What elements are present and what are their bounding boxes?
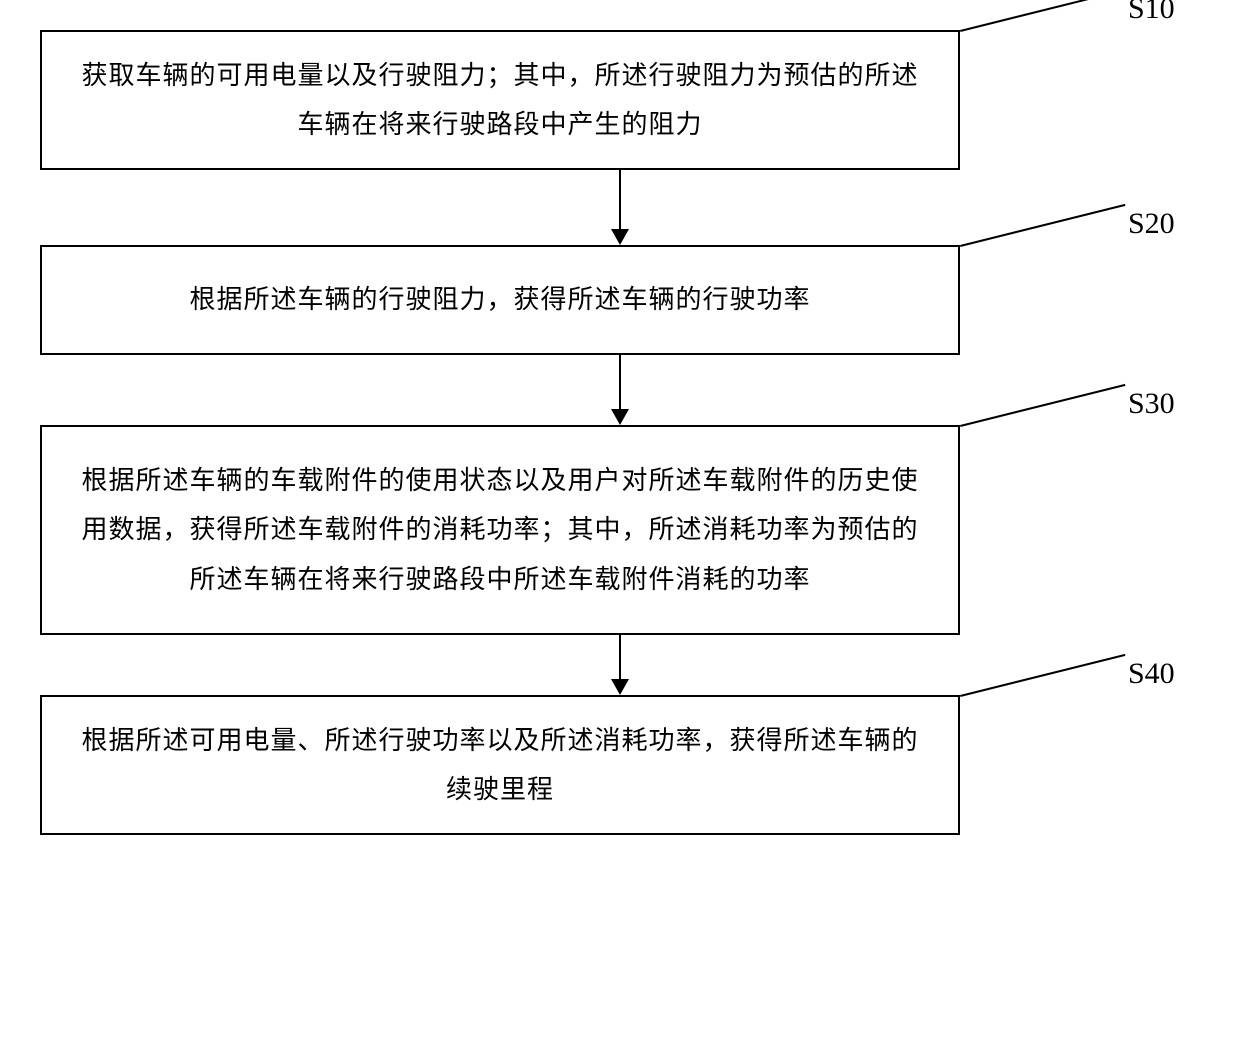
leader-line-s40 xyxy=(960,654,1125,697)
leader-line-s30 xyxy=(960,384,1125,427)
step-label-s40: S40 xyxy=(1128,657,1175,691)
arrow-s20-s30 xyxy=(611,355,629,425)
step-box-s30: 根据所述车辆的车载附件的使用状态以及用户对所述车载附件的历史使用数据，获得所述车… xyxy=(40,425,960,635)
arrow-head-icon xyxy=(611,229,629,245)
step-text-s10: 获取车辆的可用电量以及行驶阻力；其中，所述行驶阻力为预估的所述车辆在将来行驶路段… xyxy=(72,51,928,150)
step-label-s30: S30 xyxy=(1128,387,1175,421)
step-row-s20: 根据所述车辆的行驶阻力，获得所述车辆的行驶功率 S20 xyxy=(40,245,1200,355)
step-row-s40: 根据所述可用电量、所述行驶功率以及所述消耗功率，获得所述车辆的续驶里程 S40 xyxy=(40,695,1200,835)
leader-line-s20 xyxy=(960,204,1125,247)
label-wrap-s30: S30 xyxy=(960,425,1200,465)
arrow-line xyxy=(619,635,621,680)
step-box-s40: 根据所述可用电量、所述行驶功率以及所述消耗功率，获得所述车辆的续驶里程 xyxy=(40,695,960,835)
arrow-head-icon xyxy=(611,409,629,425)
arrow-line xyxy=(619,170,621,230)
label-wrap-s20: S20 xyxy=(960,245,1200,285)
step-box-s10: 获取车辆的可用电量以及行驶阻力；其中，所述行驶阻力为预估的所述车辆在将来行驶路段… xyxy=(40,30,960,170)
flowchart-container: 获取车辆的可用电量以及行驶阻力；其中，所述行驶阻力为预估的所述车辆在将来行驶路段… xyxy=(40,30,1200,835)
arrow-line xyxy=(619,355,621,410)
leader-line-s10 xyxy=(960,0,1125,32)
label-wrap-s40: S40 xyxy=(960,695,1200,735)
arrow-s10-s20 xyxy=(611,170,629,245)
label-wrap-s10: S10 xyxy=(960,30,1200,70)
step-text-s30: 根据所述车辆的车载附件的使用状态以及用户对所述车载附件的历史使用数据，获得所述车… xyxy=(72,456,928,604)
arrow-s30-s40 xyxy=(611,635,629,695)
step-row-s30: 根据所述车辆的车载附件的使用状态以及用户对所述车载附件的历史使用数据，获得所述车… xyxy=(40,425,1200,635)
step-text-s20: 根据所述车辆的行驶阻力，获得所述车辆的行驶功率 xyxy=(189,275,810,324)
arrow-head-icon xyxy=(611,679,629,695)
step-label-s20: S20 xyxy=(1128,207,1175,241)
step-row-s10: 获取车辆的可用电量以及行驶阻力；其中，所述行驶阻力为预估的所述车辆在将来行驶路段… xyxy=(40,30,1200,170)
step-text-s40: 根据所述可用电量、所述行驶功率以及所述消耗功率，获得所述车辆的续驶里程 xyxy=(72,716,928,815)
step-label-s10: S10 xyxy=(1128,0,1175,26)
step-box-s20: 根据所述车辆的行驶阻力，获得所述车辆的行驶功率 xyxy=(40,245,960,355)
